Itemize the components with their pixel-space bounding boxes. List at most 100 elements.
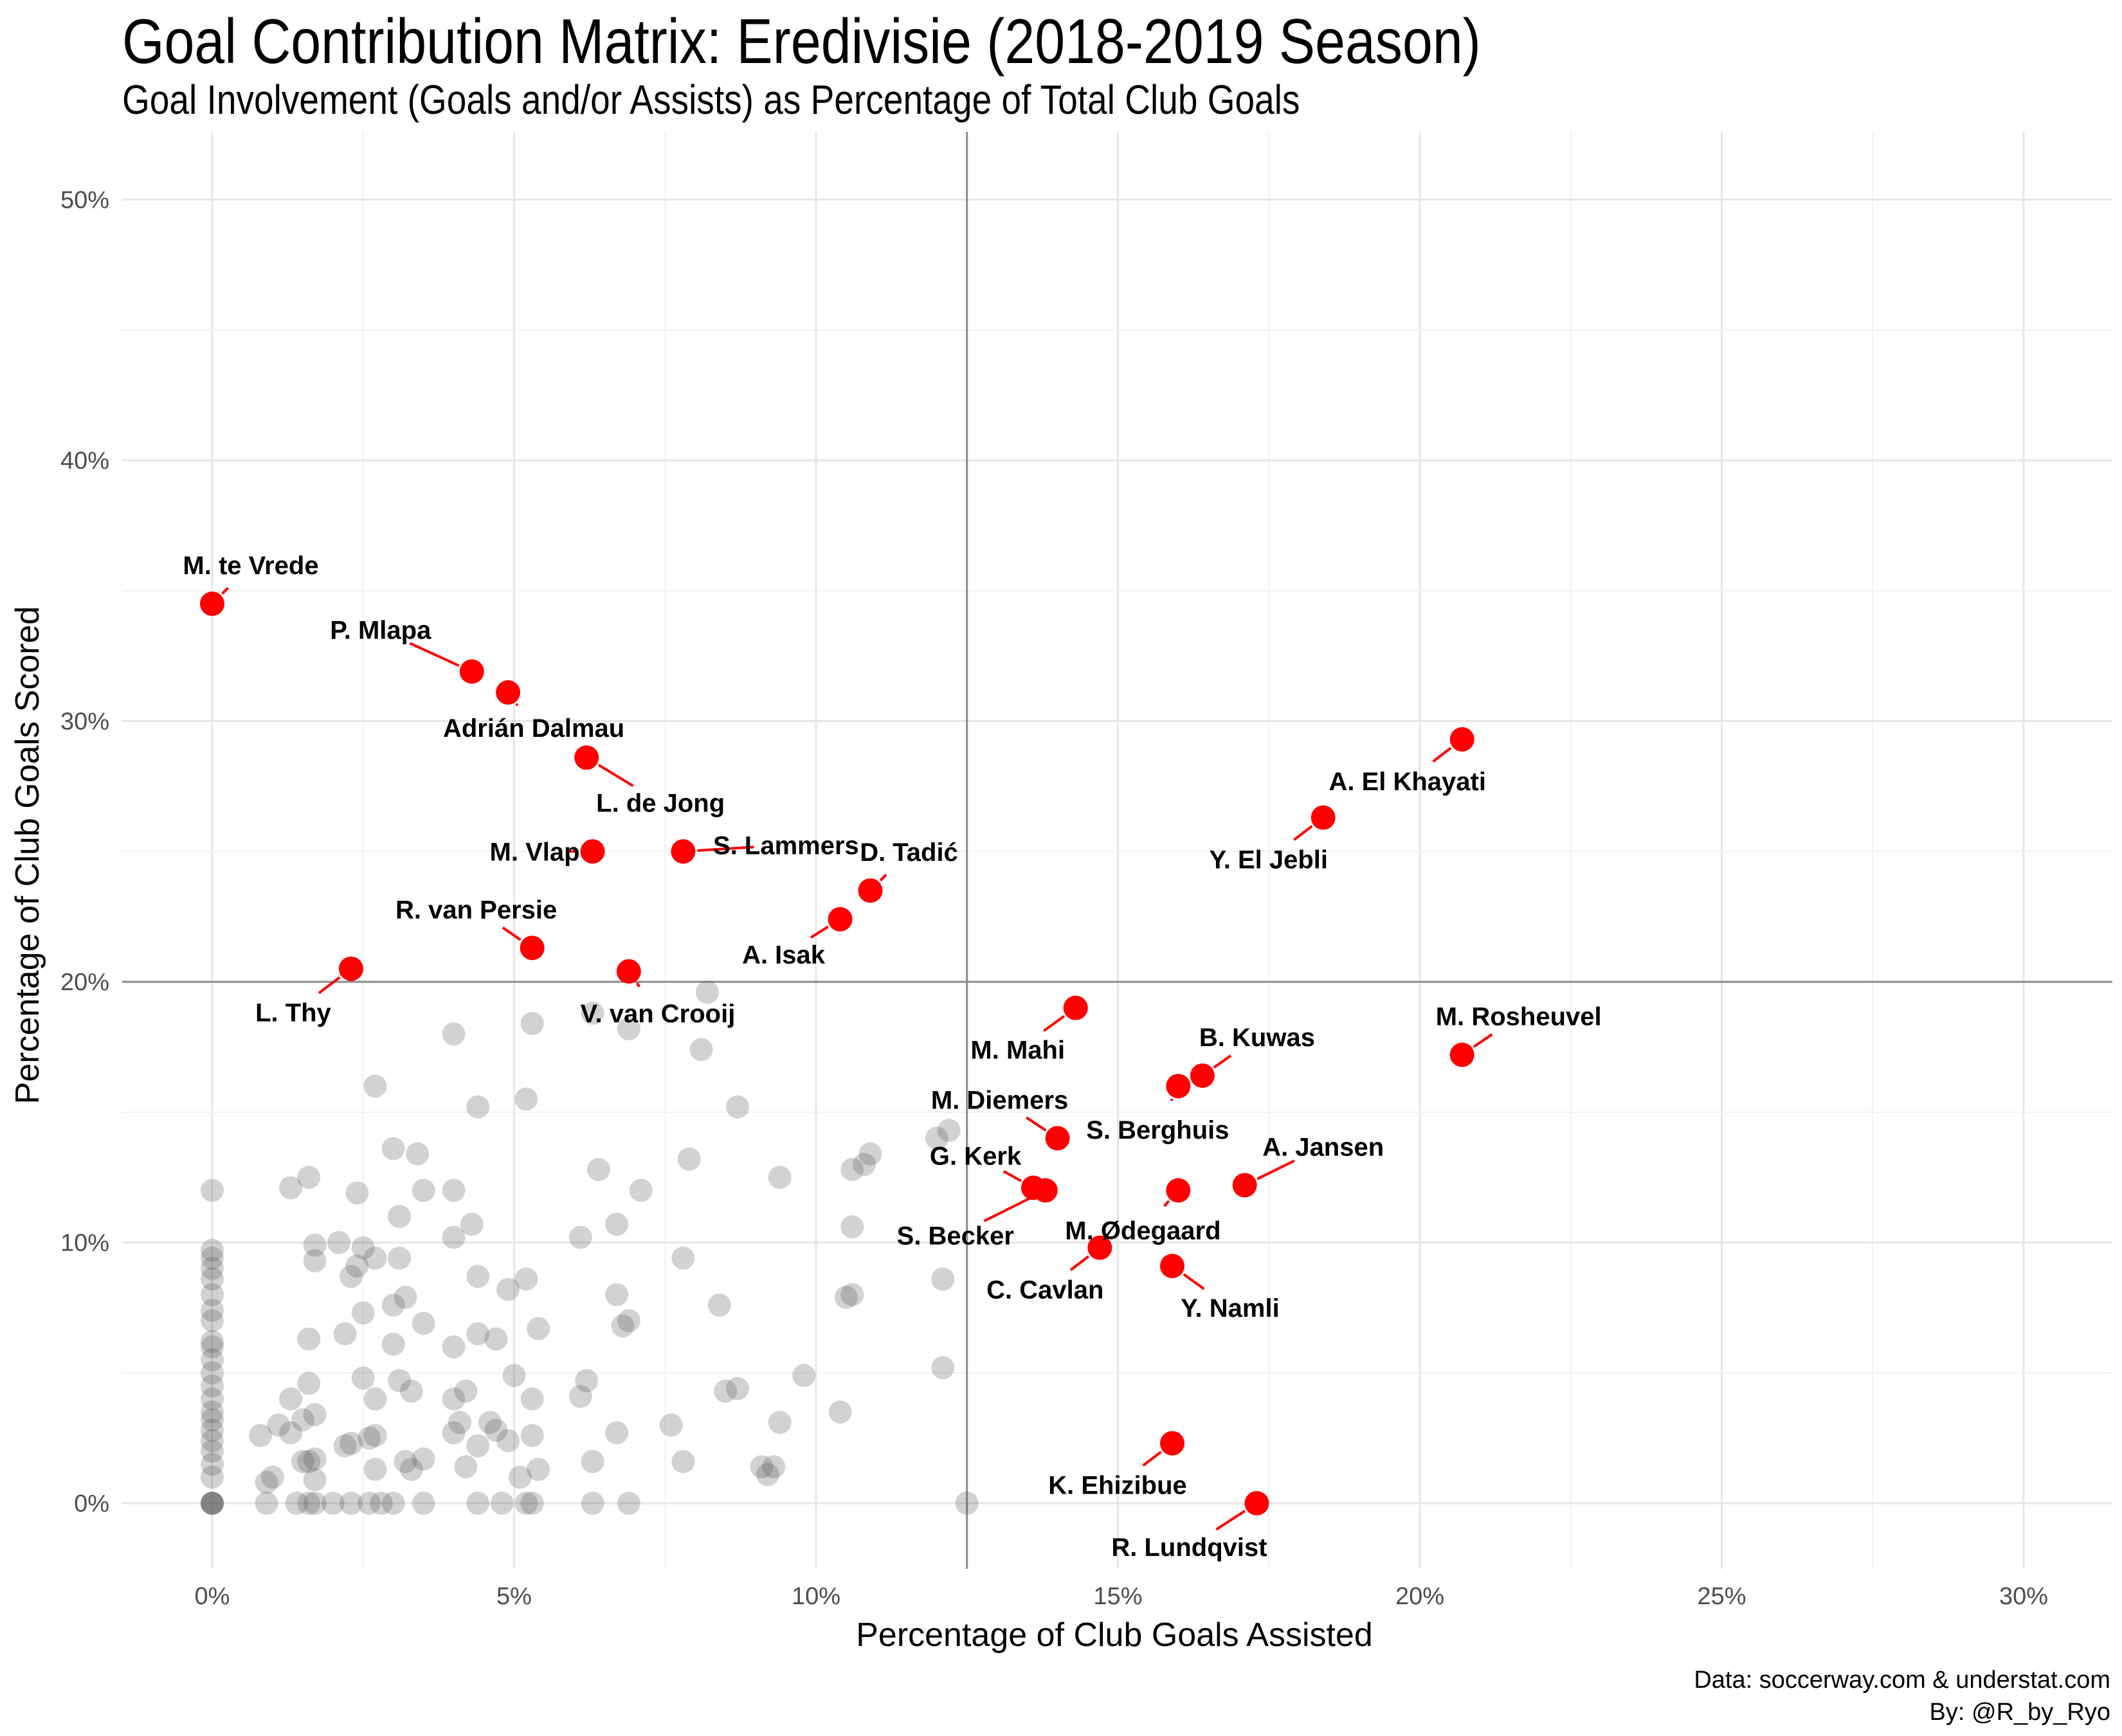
player-point [297,1371,321,1395]
player-label: M. Rosheuvel [1436,1003,1602,1031]
highlighted-players-points [200,592,1474,1515]
player-point [520,1424,544,1447]
player-point [285,1492,309,1515]
player-point [381,1332,405,1356]
player-point [527,1458,550,1481]
player-point [201,1257,224,1281]
y-tick-label: 50% [60,187,109,214]
highlighted-player-point [1063,995,1088,1020]
y-tick-label: 20% [60,969,109,996]
player-point [671,1246,695,1270]
label-connector [1002,1170,1022,1182]
player-point [484,1327,508,1351]
player-point [840,1283,864,1307]
player-point [412,1492,435,1515]
player-point [303,1233,327,1257]
highlighted-player-point [616,959,641,984]
player-point [201,1452,224,1476]
player-point [792,1364,816,1388]
label-connector [597,764,634,787]
player-point [768,1166,792,1189]
label-connector [515,703,519,707]
player-point [201,1465,224,1489]
player-label: B. Kuwas [1199,1024,1315,1052]
player-point [617,1017,640,1040]
highlighted-player-point [858,878,883,903]
player-label: P. Mlapa [330,616,431,644]
player-point [363,1074,387,1098]
player-point [858,1142,882,1166]
player-label: M. Mahi [970,1036,1065,1065]
label-connector [983,1195,1034,1222]
player-point [345,1254,369,1278]
player-point [725,1095,749,1119]
other-players-points [201,981,979,1515]
highlighted-player-point [1045,1126,1070,1151]
player-point [201,1492,224,1515]
label-connector [1142,1451,1162,1467]
player-point [399,1458,423,1481]
player-point [508,1465,532,1489]
player-point [466,1434,490,1458]
label-connector [1213,1054,1232,1069]
player-label: R. van Persie [395,896,557,924]
highlighted-player-point [200,592,224,617]
player-point [490,1492,514,1515]
player-point [358,1426,381,1450]
player-label: Y. El Jebli [1209,846,1328,874]
player-point [442,1335,466,1359]
highlighted-player-point [580,839,605,864]
player-label: S. Becker [897,1222,1014,1250]
label-connector [1026,1116,1047,1132]
player-point [363,1424,387,1447]
player-label: A. El Khayati [1329,768,1486,796]
player-point [412,1179,435,1202]
label-connector [810,925,829,939]
player-label: M. te Vrede [183,552,318,580]
label-connector [1043,1015,1066,1032]
highlighted-player-point [1244,1491,1269,1515]
player-point [605,1421,629,1445]
player-point [255,1470,278,1494]
player-point [363,1387,387,1411]
player-point [527,1317,550,1341]
player-point [478,1411,502,1434]
player-point [466,1322,490,1346]
player-label: M. Vlap [490,838,580,866]
player-point [201,1335,224,1359]
player-point [339,1265,363,1288]
player-point [568,1225,592,1249]
player-point [677,1147,701,1171]
player-point [201,1387,224,1411]
player-point [466,1265,490,1288]
player-label: A. Isak [742,941,826,970]
label-connectors [221,586,1493,1531]
player-point [575,1369,599,1393]
label-connector [221,586,230,595]
player-point [520,1011,544,1035]
player-point [629,1179,653,1202]
x-tick-label: 0% [195,1583,230,1610]
player-point [363,1458,387,1481]
player-label: A. Jansen [1262,1133,1384,1161]
player-point [297,1492,321,1515]
player-point [707,1293,731,1317]
player-point [394,1285,417,1309]
label-connector [1069,1255,1090,1271]
reference-lines [122,132,2112,1569]
player-point [381,1137,405,1161]
player-labels: M. te Vrede P. Mlapa Adrián Dalmau L. de Jo… [183,552,1601,1562]
player-point [297,1166,321,1189]
player-point [568,1384,592,1408]
x-tick-label: 30% [1999,1583,2048,1610]
player-point [442,1421,466,1445]
player-label: Y. Namli [1181,1294,1279,1323]
chart-title: Goal Contribution Matrix: Eredivisie (20… [122,6,1481,77]
player-point [201,1492,224,1515]
player-point [351,1366,375,1390]
player-point [333,1434,357,1458]
player-point [442,1179,466,1202]
player-point [659,1413,683,1437]
label-connector [879,874,887,882]
